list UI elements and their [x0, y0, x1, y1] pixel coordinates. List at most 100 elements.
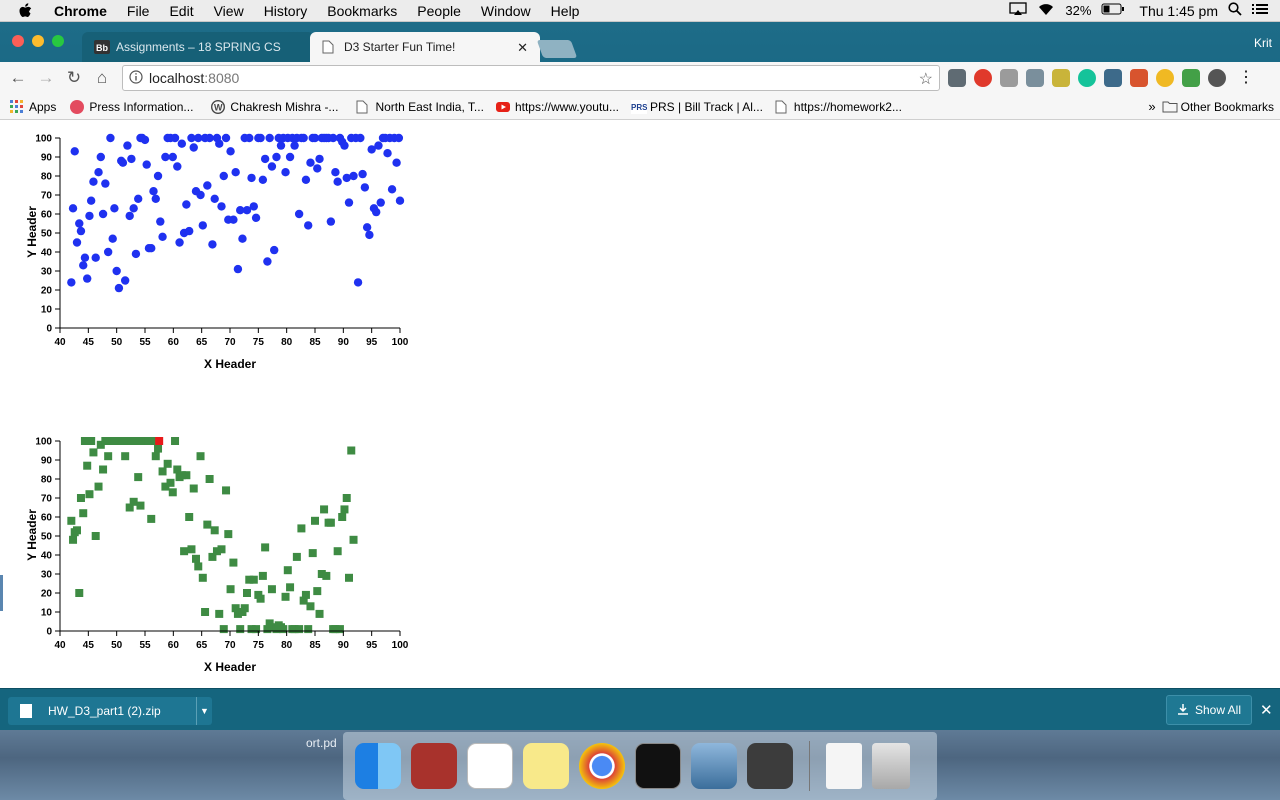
- notes-icon[interactable]: [523, 743, 569, 789]
- address-bar[interactable]: localhost:8080 ☆: [122, 65, 940, 91]
- data-point: [173, 162, 182, 171]
- calendar-icon[interactable]: [467, 743, 513, 789]
- home-icon[interactable]: ⌂: [96, 68, 108, 87]
- bookmark-item-3[interactable]: https://www.youtu...: [495, 100, 619, 114]
- bookmark-other[interactable]: Other Bookmarks: [1162, 100, 1274, 114]
- download-options-chevron-icon[interactable]: ▼: [196, 697, 212, 725]
- new-tab-button[interactable]: [536, 40, 578, 58]
- wifi-icon[interactable]: [1037, 2, 1055, 19]
- notification-center-icon[interactable]: [1252, 3, 1268, 18]
- reload-icon[interactable]: ↻: [66, 68, 82, 87]
- highlighted-data-point[interactable]: [155, 437, 164, 445]
- tab-assignments[interactable]: Bb Assignments – 18 SPRING CS: [82, 32, 314, 62]
- extension-icon-10[interactable]: [1182, 69, 1200, 87]
- document-icon[interactable]: [826, 743, 862, 789]
- data-point: [196, 452, 205, 461]
- forward-arrow-icon[interactable]: →: [37, 68, 55, 87]
- desktop-file-label[interactable]: ort.pd: [306, 736, 337, 750]
- menu-people[interactable]: People: [417, 2, 461, 19]
- data-point: [96, 152, 106, 162]
- menu-help[interactable]: Help: [550, 2, 580, 19]
- data-point: [68, 204, 78, 213]
- menu-app-name[interactable]: Chrome: [54, 2, 107, 19]
- bookmarks-overflow-chevron[interactable]: »: [1148, 99, 1156, 114]
- download-item[interactable]: HW_D3_part1 (2).zip ▼: [8, 697, 212, 725]
- extension-icon-2[interactable]: [974, 69, 992, 87]
- file-icon: [20, 704, 32, 718]
- data-point: [134, 194, 143, 203]
- apple-logo-icon[interactable]: [18, 2, 32, 19]
- x-tick-label: 80: [281, 337, 293, 348]
- data-point: [283, 566, 292, 575]
- grammarly-icon[interactable]: [1078, 69, 1096, 87]
- tab-d3-starter[interactable]: D3 Starter Fun Time! ✕: [310, 32, 540, 62]
- extension-icon-11[interactable]: [1208, 69, 1226, 87]
- download-icon: [1177, 703, 1189, 718]
- zoom-window-button[interactable]: [52, 35, 64, 47]
- y-axis-label: Y Header: [25, 206, 39, 258]
- chrome-menu-icon[interactable]: ⋮: [1238, 69, 1254, 86]
- chrome-icon[interactable]: [579, 743, 625, 789]
- y-tick-label: 40: [41, 248, 53, 259]
- close-download-shelf-icon[interactable]: ✕: [1260, 702, 1273, 719]
- extension-icon-1[interactable]: [948, 69, 966, 87]
- data-point: [91, 532, 100, 540]
- close-tab-icon[interactable]: ✕: [517, 40, 528, 55]
- y-tick-label: 90: [41, 456, 53, 467]
- data-point: [353, 278, 363, 287]
- bookmark-item-0[interactable]: Press Information...: [70, 99, 193, 114]
- menu-file[interactable]: File: [126, 2, 150, 19]
- data-point: [118, 158, 128, 167]
- airplay-icon[interactable]: [1009, 2, 1028, 19]
- extension-icon-7[interactable]: [1104, 69, 1122, 87]
- data-point: [194, 562, 203, 571]
- battery-icon[interactable]: [1101, 3, 1125, 18]
- minimize-window-button[interactable]: [32, 35, 44, 47]
- back-arrow-icon[interactable]: ←: [9, 68, 27, 87]
- x-tick-label: 60: [168, 337, 180, 348]
- menu-bookmarks[interactable]: Bookmarks: [327, 2, 398, 19]
- menu-edit[interactable]: Edit: [169, 2, 194, 19]
- sublime-text-icon[interactable]: [747, 743, 793, 789]
- menu-view[interactable]: View: [213, 2, 244, 19]
- finder-icon[interactable]: [355, 743, 401, 789]
- data-point: [331, 168, 340, 177]
- bookmark-item-4[interactable]: PRS PRS | Bill Track | Al...: [630, 99, 763, 114]
- spotlight-search-icon[interactable]: [1228, 2, 1242, 19]
- extension-icon-3[interactable]: [1000, 69, 1018, 87]
- bookmark-star-icon[interactable]: ☆: [918, 71, 933, 88]
- extension-icon-9[interactable]: [1156, 69, 1174, 87]
- extension-icon-5[interactable]: [1052, 69, 1070, 87]
- show-all-downloads-button[interactable]: Show All: [1166, 695, 1252, 725]
- bookmark-item-1[interactable]: W Chakresh Mishra -...: [211, 99, 338, 114]
- menu-history[interactable]: History: [263, 2, 308, 19]
- data-point: [276, 141, 286, 150]
- bookmark-apps[interactable]: Apps: [10, 99, 56, 114]
- data-point: [360, 183, 370, 192]
- y-tick-label: 30: [41, 570, 53, 581]
- data-point: [306, 158, 315, 167]
- clock[interactable]: Thu 1:45 pm: [1139, 2, 1218, 19]
- data-point: [326, 518, 335, 527]
- info-icon[interactable]: [129, 69, 143, 87]
- bookmark-item-2[interactable]: North East India, T...: [356, 100, 484, 114]
- menu-window[interactable]: Window: [480, 2, 531, 19]
- trash-icon[interactable]: [872, 743, 910, 789]
- data-point: [83, 461, 92, 470]
- extension-icon-8[interactable]: [1130, 69, 1148, 87]
- data-point: [158, 467, 167, 476]
- terminal-icon[interactable]: [635, 743, 681, 789]
- extension-icon-4[interactable]: [1026, 69, 1044, 87]
- bookmark-item-5[interactable]: https://homework2...: [775, 100, 902, 114]
- data-point: [394, 133, 404, 143]
- preview-icon[interactable]: [691, 743, 737, 789]
- close-window-button[interactable]: [12, 35, 24, 47]
- data-point: [299, 596, 308, 605]
- data-point: [87, 437, 96, 445]
- profile-name[interactable]: Krit: [1254, 36, 1272, 50]
- data-point: [187, 545, 196, 554]
- data-point: [310, 133, 320, 143]
- x-tick-label: 75: [253, 640, 265, 651]
- dictionary-icon[interactable]: [411, 743, 457, 789]
- data-point: [301, 175, 311, 184]
